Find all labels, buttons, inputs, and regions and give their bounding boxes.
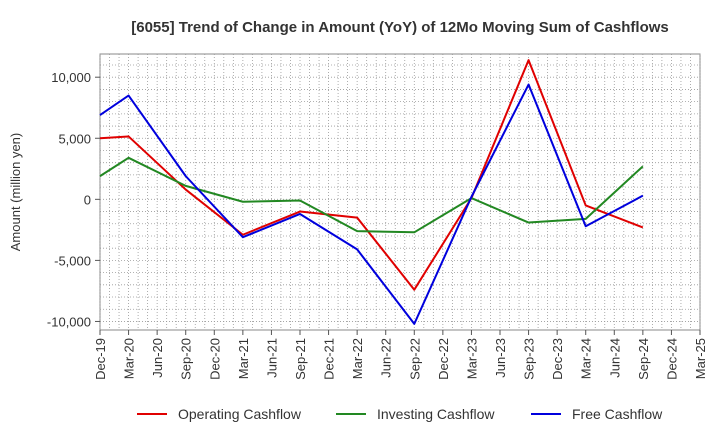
x-tick-label: Jun-20 [150,338,165,378]
x-tick-label: Mar-24 [579,338,594,379]
x-tick-label: Dec-19 [93,338,108,380]
x-tick-label: Jun-21 [264,338,279,378]
legend-label: Operating Cashflow [178,406,302,422]
x-tick-label: Mar-21 [236,338,251,379]
x-tick-label: Jun-23 [493,338,508,378]
x-axis-ticks: Dec-19 Mar-20 Jun-20 Sep-20 Dec-20 Mar-21 Jun-… [93,330,708,380]
x-tick-label: Jun-22 [379,338,394,378]
x-tick-label: Dec-20 [207,338,222,380]
legend: Operating Cashflow Investing Cashflow Free… [137,406,663,422]
x-tick-label: Mar-22 [350,338,365,379]
y-axis-label: Amount (million yen) [8,133,23,252]
y-tick-label: 0 [84,192,91,207]
y-tick-label: 10,000 [51,70,91,85]
y-tick-label: 5,000 [58,131,91,146]
x-tick-label: Mar-23 [464,338,479,379]
legend-label: Free Cashflow [572,406,663,422]
legend-label: Investing Cashflow [377,406,495,422]
x-tick-label: Dec-24 [664,338,679,380]
x-tick-label: Jun-24 [607,338,622,378]
x-tick-label: Dec-23 [550,338,565,380]
x-tick-label: Sep-20 [179,338,194,380]
x-tick-label: Sep-24 [636,338,651,380]
x-tick-label: Dec-21 [322,338,337,380]
y-axis-ticks: 10,000 5,000 0 -5,000 -10,000 [47,70,100,329]
x-tick-label: Sep-22 [407,338,422,380]
x-tick-label: Sep-23 [522,338,537,380]
y-tick-label: -10,000 [47,314,91,329]
x-tick-label: Mar-25 [693,338,708,379]
y-tick-label: -5,000 [54,253,91,268]
x-tick-label: Sep-21 [293,338,308,380]
chart-title: [6055] Trend of Change in Amount (YoY) o… [131,19,669,36]
x-tick-label: Dec-22 [436,338,451,380]
x-tick-label: Mar-20 [122,338,137,379]
